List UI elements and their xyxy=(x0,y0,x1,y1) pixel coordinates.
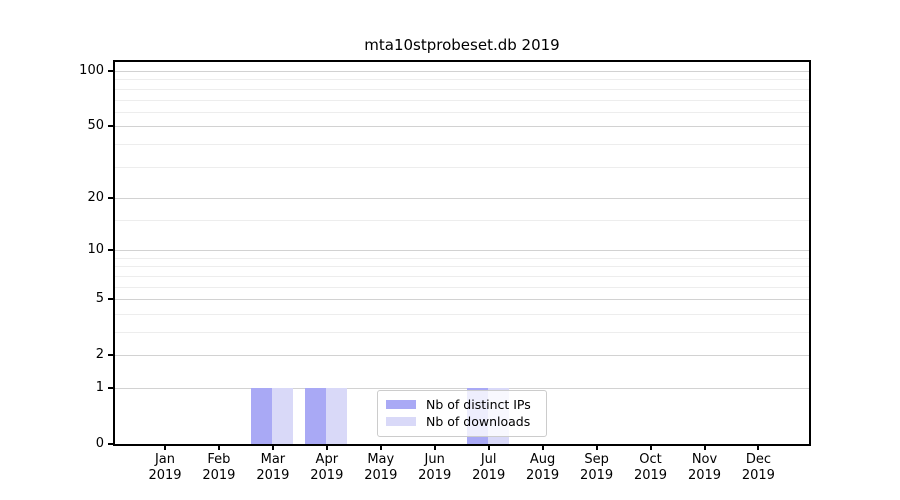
legend: Nb of distinct IPs Nb of downloads xyxy=(377,390,547,437)
y-gridline-major xyxy=(115,71,809,72)
legend-swatch-distinct-ips xyxy=(386,400,416,409)
y-tick-mark xyxy=(108,196,113,199)
legend-item-downloads: Nb of downloads xyxy=(386,413,546,430)
x-tick-mark xyxy=(541,444,544,450)
y-gridline-minor xyxy=(115,275,809,277)
x-tick-mark xyxy=(487,444,490,450)
y-tick-label: 50 xyxy=(87,118,104,134)
x-tick-label: May 2019 xyxy=(364,452,398,483)
x-tick-mark xyxy=(433,444,436,450)
x-tick-mark xyxy=(271,444,274,450)
y-gridline-major xyxy=(115,250,809,252)
y-tick-mark xyxy=(108,249,113,252)
y-tick-mark xyxy=(108,70,113,72)
y-gridline-minor xyxy=(115,286,809,288)
y-gridline-minor xyxy=(115,313,809,315)
x-tick-mark xyxy=(325,444,328,450)
x-tick-label: Feb 2019 xyxy=(202,452,236,483)
x-tick-label: Jun 2019 xyxy=(418,452,452,483)
x-tick-mark xyxy=(217,444,220,450)
x-tick-label: Jan 2019 xyxy=(148,452,182,483)
x-tick-mark xyxy=(703,444,706,450)
x-tick-label: Dec 2019 xyxy=(741,452,775,483)
y-gridline-major xyxy=(115,197,809,199)
x-tick-mark xyxy=(649,444,652,450)
x-tick-label: Jul 2019 xyxy=(472,452,506,483)
x-tick-label: Nov 2019 xyxy=(687,452,722,483)
legend-label-downloads: Nb of downloads xyxy=(426,414,531,429)
y-gridline-major xyxy=(115,355,809,357)
legend-swatch-downloads xyxy=(386,417,416,426)
bar-distinct-ips-mar xyxy=(251,388,273,444)
y-gridline-minor xyxy=(115,111,809,113)
y-gridline-minor xyxy=(115,88,809,90)
y-gridline-major xyxy=(115,299,809,301)
legend-item-distinct-ips: Nb of distinct IPs xyxy=(386,396,546,413)
bar-downloads-mar xyxy=(272,388,294,444)
y-gridline-minor xyxy=(115,219,809,221)
x-tick-mark xyxy=(379,444,382,450)
x-tick-label: Oct 2019 xyxy=(633,452,668,483)
y-gridline-major xyxy=(115,126,809,128)
y-gridline-minor xyxy=(115,166,809,168)
y-tick-label: 20 xyxy=(87,189,104,205)
legend-label-distinct-ips: Nb of distinct IPs xyxy=(426,397,531,412)
y-tick-mark xyxy=(108,443,113,445)
y-gridline-major xyxy=(115,388,809,389)
y-tick-mark xyxy=(108,387,113,389)
y-gridline-minor xyxy=(115,79,809,81)
chart-title: mta10stprobeset.db 2019 xyxy=(364,36,560,54)
y-tick-mark xyxy=(108,298,113,301)
y-tick-label: 10 xyxy=(87,242,104,258)
top-axis-spine xyxy=(113,60,811,62)
y-tick-mark xyxy=(108,354,113,357)
y-tick-label: 100 xyxy=(79,63,104,78)
bar-downloads-apr xyxy=(326,388,348,444)
y-tick-label: 1 xyxy=(95,380,104,395)
left-axis-spine xyxy=(113,60,115,446)
y-gridline-minor xyxy=(115,99,809,101)
bar-distinct-ips-apr xyxy=(305,388,327,444)
x-tick-mark xyxy=(164,444,166,450)
y-gridline-minor xyxy=(115,332,809,333)
x-tick-label: Apr 2019 xyxy=(310,452,344,483)
y-tick-label: 0 xyxy=(95,436,104,451)
x-tick-label: Mar 2019 xyxy=(256,452,290,483)
right-axis-spine xyxy=(809,60,811,446)
y-tick-label: 2 xyxy=(95,347,104,363)
y-tick-mark xyxy=(108,125,113,128)
x-tick-label: Aug 2019 xyxy=(526,452,560,483)
x-tick-label: Sep 2019 xyxy=(580,452,614,483)
y-gridline-minor xyxy=(115,257,809,259)
x-tick-mark xyxy=(595,444,598,450)
y-tick-label: 5 xyxy=(95,291,104,307)
bottom-axis-spine xyxy=(113,444,811,446)
y-gridline-minor xyxy=(115,266,809,268)
x-tick-mark xyxy=(757,444,760,450)
y-gridline-minor xyxy=(115,143,809,145)
